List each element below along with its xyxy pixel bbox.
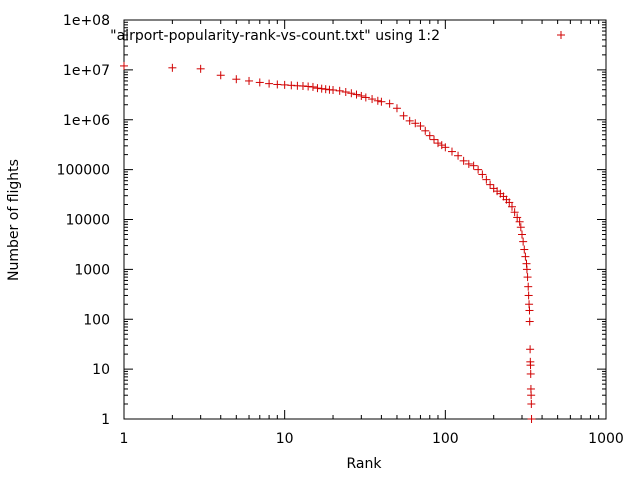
data-point (527, 415, 536, 423)
data-point (433, 139, 442, 148)
y-tick-label: 1000 (74, 262, 110, 278)
data-point (523, 273, 532, 282)
data-point (482, 175, 491, 184)
data-point (421, 126, 430, 135)
legend-plus-marker (557, 31, 565, 39)
data-point (522, 265, 531, 274)
data-point (469, 161, 478, 170)
data-point (347, 89, 356, 98)
data-point (525, 317, 534, 326)
y-tick-label: 1e+08 (63, 13, 110, 29)
plot-frame (123, 19, 607, 420)
data-point (368, 95, 377, 104)
data-point (437, 141, 446, 150)
data-point (405, 116, 414, 125)
data-point (255, 78, 264, 87)
y-tick-label: 1e+07 (63, 63, 110, 79)
data-point (411, 119, 420, 128)
data-point (216, 71, 225, 80)
data-point (357, 91, 366, 100)
data-point (321, 85, 330, 94)
data-point (505, 198, 514, 207)
y-axis: 1 10 100 1000 10000 100000 1e+06 1e+07 1e+08 (57, 13, 606, 428)
data-point (416, 121, 425, 130)
data-point (526, 369, 535, 378)
data-point (317, 84, 326, 93)
data-point (168, 63, 177, 72)
data-point (447, 147, 456, 156)
data-point (464, 159, 473, 168)
legend-label: "airport-popularity-rank-vs-count.txt" u… (110, 28, 440, 44)
data-point (425, 131, 434, 140)
data-points (120, 61, 536, 423)
data-point (120, 61, 128, 70)
x-axis-title: Rank (347, 456, 383, 472)
y-tick-label: 1 (101, 412, 110, 428)
data-point (308, 82, 317, 91)
data-point (265, 79, 274, 88)
data-point (486, 180, 495, 189)
data-point (335, 86, 344, 95)
data-point (520, 245, 529, 254)
data-point (352, 90, 361, 99)
data-point (385, 99, 394, 108)
data-point (196, 64, 205, 73)
data-point (508, 202, 517, 211)
data-point (245, 76, 254, 85)
x-axis: 1 10 100 1000 (120, 20, 624, 447)
data-point (232, 75, 241, 84)
data-point (273, 80, 282, 89)
x-tick-label: 100 (432, 431, 459, 447)
data-point (474, 165, 483, 174)
data-point (527, 391, 536, 400)
data-point (361, 93, 370, 102)
data-point (526, 361, 535, 370)
y-tick-label: 1e+06 (63, 113, 110, 129)
data-point (341, 88, 350, 97)
data-point (519, 237, 528, 246)
data-point (526, 345, 535, 354)
data-point (517, 230, 526, 239)
data-point (329, 85, 338, 94)
x-tick-label: 1000 (588, 431, 624, 447)
y-tick-label: 100000 (57, 163, 110, 179)
data-point (392, 104, 401, 113)
legend-marker (557, 31, 565, 39)
x-tick-label: 10 (276, 431, 294, 447)
data-point (454, 151, 463, 160)
y-tick-label: 10000 (65, 213, 110, 229)
data-point (513, 213, 522, 222)
data-point (459, 156, 468, 165)
data-point (510, 208, 519, 217)
data-point (521, 252, 530, 261)
data-point (313, 84, 322, 93)
y-tick-label: 10 (92, 362, 110, 378)
data-point (515, 217, 524, 226)
data-point (429, 135, 438, 144)
data-point (527, 399, 536, 408)
data-point (516, 223, 525, 232)
y-tick-label: 100 (83, 312, 110, 328)
data-point (478, 170, 487, 179)
data-point (399, 111, 408, 120)
data-point (377, 97, 386, 106)
legend: "airport-popularity-rank-vs-count.txt" u… (110, 28, 565, 44)
y-axis-title: Number of flights (6, 159, 22, 281)
data-point (441, 143, 450, 152)
x-tick-label: 1 (120, 431, 129, 447)
data-point (524, 282, 533, 291)
data-point (373, 96, 382, 105)
data-point (525, 306, 534, 315)
data-point (524, 291, 533, 300)
